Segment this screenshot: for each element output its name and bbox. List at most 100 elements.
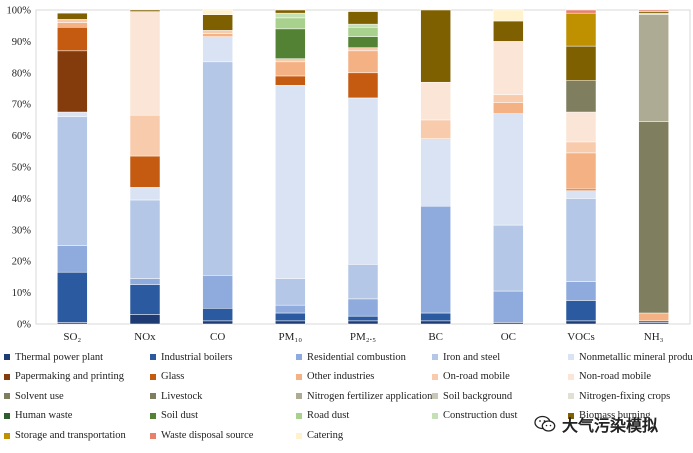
legend-item: Non-road mobile bbox=[568, 369, 693, 385]
bar-segment bbox=[565, 141, 597, 154]
legend-label: Catering bbox=[307, 430, 344, 441]
bar-segment bbox=[202, 30, 233, 34]
bar-segment bbox=[565, 12, 597, 47]
legend-swatch bbox=[150, 412, 156, 419]
x-category-label: BC bbox=[428, 331, 443, 343]
legend-label: Nonmetallic mineral products bbox=[579, 351, 693, 363]
bar-segment bbox=[202, 36, 233, 63]
bar-segment bbox=[202, 320, 233, 325]
bar-segment bbox=[565, 80, 597, 113]
bar-segment bbox=[275, 9, 306, 14]
bar-segment bbox=[420, 9, 451, 83]
y-tick-label: 0% bbox=[17, 320, 31, 331]
y-tick-label: 70% bbox=[12, 100, 32, 111]
legend-swatch bbox=[4, 432, 10, 439]
bar-segment bbox=[57, 50, 88, 113]
bar-segment bbox=[202, 33, 233, 37]
bar-segment bbox=[129, 9, 161, 12]
bar-segment bbox=[202, 275, 233, 309]
bar-segment bbox=[129, 278, 161, 286]
bar-segment bbox=[57, 12, 88, 20]
x-category-label: NH₃ bbox=[644, 331, 664, 343]
legend-label: Livestock bbox=[161, 390, 203, 402]
bar-segment bbox=[347, 320, 379, 325]
legend-label: Other industries bbox=[307, 371, 375, 383]
legend-label: Glass bbox=[161, 371, 185, 383]
bar-segment bbox=[129, 314, 161, 325]
legend-item: Construction dust bbox=[432, 408, 568, 424]
stacked-bar-chart: 0% 10% 20% 30% 40% 50% 60% 70% 80% 90% 100% SO₂ NOx… bbox=[7, 6, 691, 343]
bar-segment bbox=[129, 187, 161, 201]
bar-segment bbox=[202, 9, 233, 15]
legend-swatch bbox=[150, 393, 156, 400]
legend-swatch bbox=[150, 432, 156, 439]
bar-segment bbox=[565, 45, 597, 81]
y-axis: 0% 10% 20% 30% 40% 50% 60% 70% 80% 90% 100% bbox=[7, 6, 32, 331]
bar-segment bbox=[493, 20, 524, 42]
legend-item: Soil background bbox=[432, 388, 568, 404]
bar-segment bbox=[347, 315, 379, 322]
bar-segment bbox=[129, 11, 161, 116]
bar-segment bbox=[493, 224, 524, 292]
y-tick-label: 40% bbox=[12, 194, 32, 205]
x-category-label: CO bbox=[210, 331, 225, 343]
bar-segment bbox=[420, 320, 451, 325]
legend-label: Iron and steel bbox=[443, 351, 501, 363]
legend-label: Nitrogen fertilizer application bbox=[307, 390, 433, 402]
legend-item: Papermaking and printing bbox=[4, 369, 150, 385]
legend-item: Human waste bbox=[4, 408, 150, 424]
bar-segment bbox=[347, 50, 379, 74]
x-category-label: PM₂.₅ bbox=[350, 331, 376, 343]
legend-item: Thermal power plant bbox=[4, 349, 150, 365]
bar-segment bbox=[347, 23, 379, 28]
bar-segment bbox=[347, 264, 379, 300]
x-category-label: PM₁₀ bbox=[279, 331, 303, 343]
bar-segment bbox=[565, 111, 597, 143]
legend-swatch bbox=[4, 412, 10, 419]
legend-item: Nonmetallic mineral products bbox=[568, 349, 693, 365]
bar-segment bbox=[565, 152, 597, 190]
bar-segment bbox=[57, 27, 88, 52]
bar-segment bbox=[129, 284, 161, 315]
bar-segment bbox=[638, 9, 669, 12]
legend-swatch bbox=[296, 412, 302, 419]
legend-item: Residential combustion bbox=[296, 349, 432, 365]
bar-segment bbox=[347, 11, 379, 25]
y-tick-label: 50% bbox=[12, 163, 32, 174]
legend-swatch bbox=[568, 393, 574, 400]
x-category-label: NOx bbox=[134, 331, 156, 343]
legend-item: Livestock bbox=[150, 388, 296, 404]
bar-segment bbox=[347, 97, 379, 265]
legend-label: Road dust bbox=[307, 410, 350, 422]
x-category-label: OC bbox=[501, 331, 516, 343]
legend-item: Soil dust bbox=[150, 408, 296, 424]
bar-segment bbox=[275, 12, 306, 19]
bar-segment bbox=[565, 281, 597, 301]
legend-label: On-road mobile bbox=[443, 371, 510, 383]
bar-segment bbox=[275, 61, 306, 77]
bar-segment bbox=[275, 304, 306, 314]
legend-item: Glass bbox=[150, 369, 296, 385]
bar-segment bbox=[275, 28, 306, 59]
legend-label: Non-road mobile bbox=[579, 371, 652, 383]
bar-segment bbox=[57, 271, 88, 323]
y-tick-label: 20% bbox=[12, 257, 32, 268]
watermark: 大气污染模拟 bbox=[534, 412, 658, 436]
bar-segment bbox=[202, 61, 233, 276]
bar-segment bbox=[493, 41, 524, 96]
bar-segment bbox=[493, 9, 524, 22]
bar-segment bbox=[129, 114, 161, 157]
legend-swatch bbox=[4, 393, 10, 400]
bar-segment bbox=[57, 111, 88, 118]
legend-swatch bbox=[432, 373, 438, 380]
bar-segment bbox=[347, 36, 379, 48]
bar-segment bbox=[347, 298, 379, 317]
bar-segment bbox=[275, 75, 306, 86]
legend-item: Road dust bbox=[296, 408, 432, 424]
legend-label: Papermaking and printing bbox=[15, 371, 125, 383]
bars-group bbox=[57, 9, 669, 325]
bar-segment bbox=[347, 27, 379, 37]
bar-segment bbox=[420, 119, 451, 139]
legend-swatch bbox=[432, 412, 438, 419]
legend-swatch bbox=[432, 354, 438, 361]
